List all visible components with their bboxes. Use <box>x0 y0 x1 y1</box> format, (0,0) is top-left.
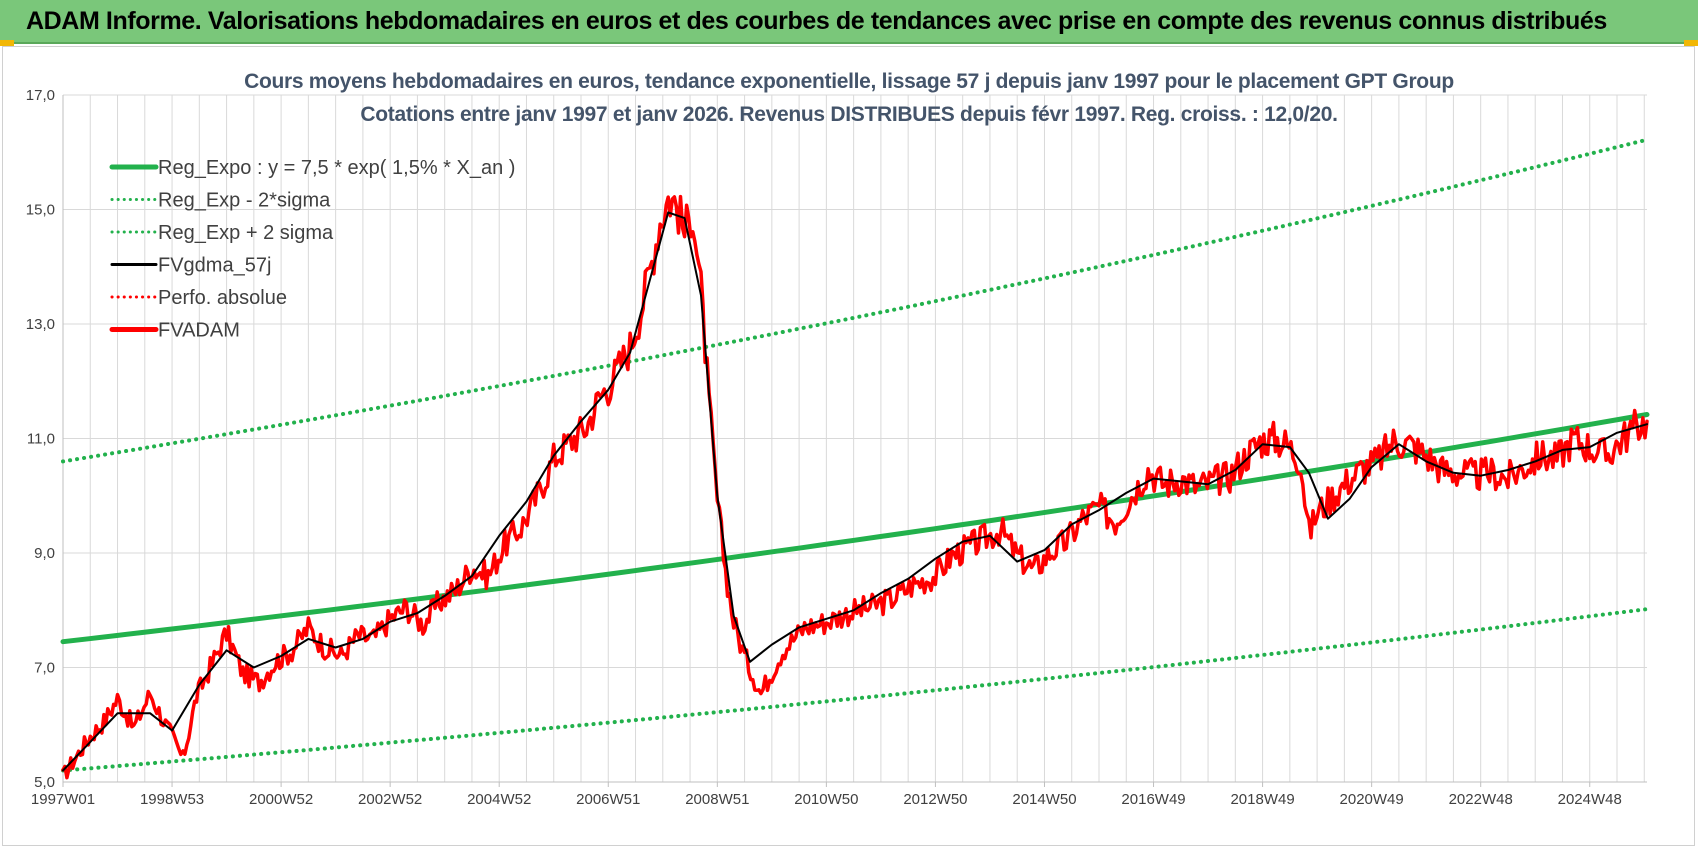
x-tick-label: 1997W01 <box>31 791 95 808</box>
fvgdma-57j-line <box>62 211 1648 772</box>
x-tick-label: 2006W51 <box>576 791 640 808</box>
grid-layer <box>62 94 1647 783</box>
corner-marker-left <box>0 40 14 46</box>
x-tick-label: 2024W48 <box>1558 791 1622 808</box>
x-tick-label: 2000W52 <box>249 791 313 808</box>
x-tick-label: 2020W49 <box>1340 791 1404 808</box>
chart-title: Cours moyens hebdomadaires en euros, ten… <box>244 70 1454 93</box>
y-tick-label: 15,0 <box>26 202 55 219</box>
y-tick-label: 9,0 <box>34 545 55 562</box>
x-tick-label: 2012W50 <box>903 791 967 808</box>
series-layer <box>60 137 1650 780</box>
x-tick-label: 1998W53 <box>140 791 204 808</box>
reg-exp-minus-2sigma-line <box>61 607 1649 773</box>
report-header-bar: ADAM Informe. Valorisations hebdomadaire… <box>0 0 1698 44</box>
chart-subtitle: Cotations entre janv 1997 et janv 2026. … <box>360 103 1338 126</box>
corner-marker-right <box>1684 40 1698 46</box>
axis-layer: 5,0 7,0 9,0 11,0 13,0 15,0 17,0 1997W01 1998W53 2… <box>26 87 1647 808</box>
x-tick-label: 2018W49 <box>1230 791 1294 808</box>
x-tick-label: 2002W52 <box>358 791 422 808</box>
chart-legend: Reg_Expo : y = 7,5 * exp( 1,5% * X_an ) R… <box>109 157 515 342</box>
y-tick-label: 7,0 <box>34 660 55 677</box>
y-tick-label: 11,0 <box>27 431 55 448</box>
legend-label: Reg_Exp + 2 sigma <box>158 222 334 244</box>
legend-label: Reg_Exp - 2*sigma <box>158 190 331 212</box>
x-tick-label: 2014W50 <box>1012 791 1076 808</box>
x-tick-label: 2004W52 <box>467 791 531 808</box>
x-tick-label: 2008W51 <box>685 791 749 808</box>
x-tick-label: 2010W50 <box>794 791 858 808</box>
legend-label: Reg_Expo : y = 7,5 * exp( 1,5% * X_an ) <box>158 157 515 179</box>
y-tick-label: 13,0 <box>26 316 55 333</box>
reg-exp-plus-2sigma-line <box>61 137 1649 464</box>
fvadam-line <box>61 194 1649 780</box>
x-tick-label: 2022W48 <box>1449 791 1513 808</box>
x-tick-label: 2016W49 <box>1121 791 1185 808</box>
legend-label: FVADAM <box>158 320 240 342</box>
legend-label: FVgdma_57j <box>158 255 271 277</box>
y-tick-label: 17,0 <box>26 87 55 104</box>
y-tick-label: 5,0 <box>34 774 55 791</box>
legend-label: Perfo. absolue <box>158 287 287 309</box>
report-title: ADAM Informe. Valorisations hebdomadaire… <box>26 7 1607 35</box>
